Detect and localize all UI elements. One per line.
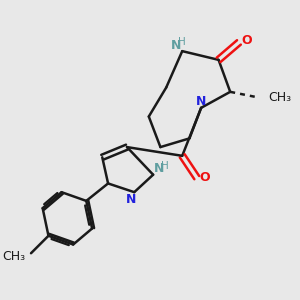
Text: O: O [199, 170, 210, 184]
Text: N: N [154, 162, 164, 176]
Text: CH₃: CH₃ [268, 91, 291, 104]
Text: CH₃: CH₃ [3, 250, 26, 262]
Text: H: H [161, 161, 169, 171]
Text: H: H [178, 38, 185, 47]
Text: N: N [126, 193, 136, 206]
Text: O: O [241, 34, 252, 47]
Text: N: N [196, 95, 206, 108]
Text: N: N [171, 39, 181, 52]
